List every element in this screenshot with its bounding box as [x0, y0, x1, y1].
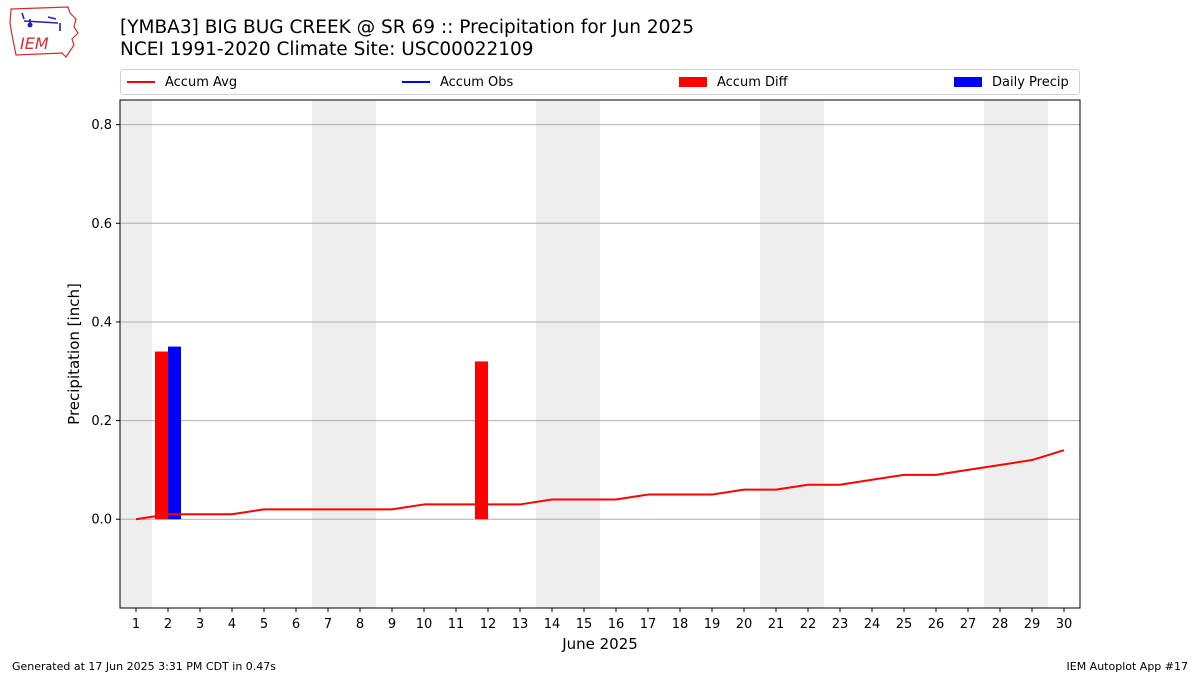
- legend-patch-daily-precip: [954, 77, 982, 87]
- accum-diff-bar-day-12: [475, 361, 488, 520]
- x-tick-label-28: 28: [992, 617, 1009, 632]
- legend-item-accum-obs: Accum Obs: [402, 74, 513, 90]
- x-tick-label-6: 6: [292, 617, 300, 632]
- accum-diff-bar-day-2: [155, 351, 168, 520]
- x-tick-label-7: 7: [324, 617, 332, 632]
- x-tick-label-25: 25: [896, 617, 913, 632]
- x-tick-label-17: 17: [640, 617, 657, 632]
- x-tick-label-5: 5: [260, 617, 268, 632]
- weekend-shade-day-15: [568, 100, 600, 608]
- x-tick-label-13: 13: [512, 617, 529, 632]
- x-tick-label-12: 12: [480, 617, 497, 632]
- x-axis-label: June 2025: [561, 635, 638, 653]
- x-tick-label-14: 14: [544, 617, 561, 632]
- x-tick-label-3: 3: [196, 617, 204, 632]
- legend-patch-accum-diff: [679, 77, 707, 87]
- legend-item-daily-precip: Daily Precip: [954, 74, 1069, 90]
- legend-label-accum-avg: Accum Avg: [165, 74, 238, 90]
- weekend-shade-day-21: [760, 100, 792, 608]
- weekend-shade-day-7: [312, 100, 344, 608]
- x-tick-label-21: 21: [768, 617, 785, 632]
- x-tick-label-30: 30: [1056, 617, 1073, 632]
- legend-item-accum-avg: Accum Avg: [127, 74, 237, 90]
- x-tick-label-11: 11: [448, 617, 465, 632]
- weekend-shade-day-14: [536, 100, 568, 608]
- x-tick-label-18: 18: [672, 617, 689, 632]
- x-tick-label-8: 8: [356, 617, 364, 632]
- x-tick-label-10: 10: [416, 617, 433, 632]
- x-tick-label-16: 16: [608, 617, 625, 632]
- logo-text: IEM: [20, 34, 49, 53]
- weekend-shade-day-29: [1016, 100, 1048, 608]
- x-tick-label-1: 1: [132, 617, 140, 632]
- x-tick-label-23: 23: [832, 617, 849, 632]
- legend-label-daily-precip: Daily Precip: [992, 74, 1069, 90]
- x-tick-label-26: 26: [928, 617, 945, 632]
- iowa-outline-shape: [9, 6, 79, 58]
- y-tick-label-0.0: 0.0: [91, 513, 112, 528]
- footer-generated: Generated at 17 Jun 2025 3:31 PM CDT in …: [12, 660, 277, 673]
- y-tick-label-0.4: 0.4: [91, 315, 112, 330]
- x-tick-label-15: 15: [576, 617, 593, 632]
- station-dot-shape: [27, 22, 33, 28]
- x-tick-label-22: 22: [800, 617, 817, 632]
- legend: Accum Avg Accum Obs Accum Diff Daily Pre…: [120, 69, 1080, 95]
- x-tick-label-27: 27: [960, 617, 977, 632]
- accum-avg-line: [135, 449, 1065, 521]
- y-tick-label-0.6: 0.6: [91, 217, 112, 232]
- x-tick-label-2: 2: [164, 617, 172, 632]
- chart-title: [YMBA3] BIG BUG CREEK @ SR 69 :: Precipi…: [120, 17, 694, 38]
- x-tick-label-4: 4: [228, 617, 236, 632]
- weekend-shade-day-1: [120, 100, 152, 608]
- x-tick-label-9: 9: [388, 617, 396, 632]
- footer-app-id: IEM Autoplot App #17: [1066, 660, 1189, 673]
- legend-label-accum-obs: Accum Obs: [440, 74, 514, 90]
- weekend-shade-day-22: [792, 100, 824, 608]
- plot-frame: [119, 99, 1081, 609]
- weekend-shade-day-28: [984, 100, 1016, 608]
- chart-subtitle: NCEI 1991-2020 Climate Site: USC00022109: [120, 39, 534, 60]
- legend-line-accum-obs: [402, 81, 430, 83]
- x-tick-label-19: 19: [704, 617, 721, 632]
- y-axis-label: Precipitation [inch]: [65, 283, 83, 425]
- weekend-shade-day-8: [344, 100, 376, 608]
- x-tick-label-29: 29: [1024, 617, 1041, 632]
- y-tick-label-0.8: 0.8: [91, 118, 112, 133]
- y-tick-label-0.2: 0.2: [91, 414, 112, 429]
- weather-station-icon: [21, 12, 61, 31]
- iem-logo: IEM: [9, 6, 79, 58]
- daily-precip-bar-day-2: [168, 346, 181, 520]
- x-tick-label-20: 20: [736, 617, 753, 632]
- legend-label-accum-diff: Accum Diff: [717, 74, 788, 90]
- legend-item-accum-diff: Accum Diff: [679, 74, 788, 90]
- x-tick-label-24: 24: [864, 617, 881, 632]
- legend-line-accum-avg: [127, 81, 155, 83]
